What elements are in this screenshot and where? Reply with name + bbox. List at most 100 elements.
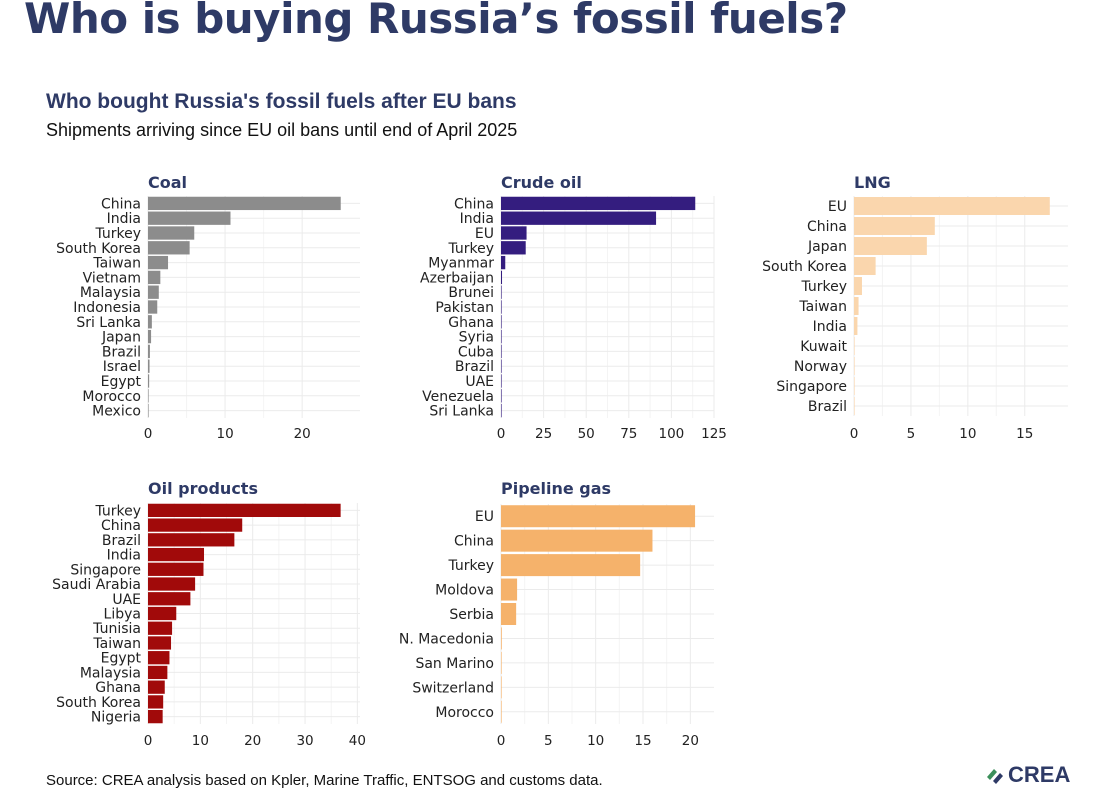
oil-products-bar <box>148 518 243 532</box>
crude-oil-panel: Crude oil ChinaIndiaEUTurkeyMyanmarAzerba… <box>420 173 727 442</box>
coal-category-label: South Korea <box>56 241 141 257</box>
lng-category-label: Taiwan <box>798 299 847 315</box>
pipeline-gas-category-label: N. Macedonia <box>399 631 494 647</box>
lng-bar <box>854 397 855 415</box>
crude-oil-bar <box>501 241 526 255</box>
coal-category-label: Brazil <box>102 344 141 360</box>
pipeline-gas-bar <box>501 627 502 650</box>
oil-products-bar <box>148 503 341 517</box>
pipeline-gas-category-label: Turkey <box>447 558 494 574</box>
crude-oil-bar <box>501 315 502 329</box>
crude-oil-category-label: UAE <box>465 374 494 390</box>
lng-category-label: Brazil <box>808 399 847 415</box>
pipeline-gas-title: Pipeline gas <box>501 479 611 498</box>
crude-oil-tick-label: 100 <box>659 426 685 442</box>
oil-products-bar <box>148 606 177 621</box>
coal-bar <box>148 374 150 388</box>
crude-oil-bar <box>501 255 506 270</box>
pipeline-gas-category-label: Morocco <box>435 705 494 721</box>
coal-category-label: Japan <box>101 330 141 346</box>
crude-oil-bar <box>501 285 502 299</box>
crude-oil-bar <box>501 270 503 285</box>
crude-oil-bar <box>501 389 502 403</box>
oil-products-category-label: Malaysia <box>80 665 141 681</box>
pipeline-gas-category-label: EU <box>475 509 494 525</box>
slide-title: Who is buying Russia’s fossil fuels? <box>24 0 848 43</box>
crude-oil-bar <box>501 226 527 240</box>
lng-category-label: Norway <box>794 359 847 375</box>
oil-products-tick-label: 40 <box>349 733 366 749</box>
pipeline-gas-category-label: San Marino <box>415 656 494 672</box>
crude-oil-category-label: Sri Lanka <box>429 404 494 420</box>
pipeline-gas-panel: Pipeline gas EU China Turkey Moldova Serbia N.… <box>399 479 714 749</box>
crude-oil-category-label: Ghana <box>448 315 494 331</box>
crude-oil-category-label: Brazil <box>455 359 494 375</box>
coal-bar <box>148 344 150 359</box>
oil-products-category-label: UAE <box>112 592 141 608</box>
crea-logo-icon <box>987 769 1003 784</box>
pipeline-gas-bar <box>501 578 518 601</box>
oil-products-category-label: South Korea <box>56 695 141 711</box>
oil-products-tick-label: 20 <box>244 733 261 749</box>
crude-oil-tick-label: 75 <box>620 426 637 442</box>
coal-bar <box>148 300 158 314</box>
oil-products-bar <box>148 695 164 709</box>
coal-bar <box>148 389 149 403</box>
oil-products-tick-label: 0 <box>144 733 153 749</box>
coal-bar <box>148 359 150 373</box>
oil-products-bar <box>148 710 163 724</box>
crude-oil-category-label: China <box>454 196 494 212</box>
lng-category-label: Turkey <box>800 279 847 295</box>
pipeline-gas-bar <box>501 676 502 699</box>
coal-bar <box>148 270 161 285</box>
crude-oil-bar <box>501 211 657 225</box>
lng-tick-label: 5 <box>907 426 916 442</box>
crude-oil-category-label: Azerbaijan <box>420 270 494 286</box>
lng-category-label: EU <box>828 199 847 215</box>
crea-logo-text: CREA <box>1008 762 1071 787</box>
oil-products-category-label: Nigeria <box>91 710 141 726</box>
oil-products-category-label: Tunisia <box>92 621 141 637</box>
oil-products-bar <box>148 562 204 576</box>
lng-category-label: India <box>813 319 847 335</box>
coal-bar <box>148 226 195 240</box>
lng-tick-label: 15 <box>1016 426 1033 442</box>
pipeline-gas-tick-label: 10 <box>587 733 604 749</box>
lng-panel: LNG EU China Japan South Korea Turkey Taiwan In… <box>762 173 1068 442</box>
coal-bar <box>148 241 190 255</box>
lng-category-label: Japan <box>807 239 847 255</box>
lng-tick-label: 0 <box>850 426 859 442</box>
crude-oil-category-label: Syria <box>459 330 494 346</box>
pipeline-gas-tick-label: 15 <box>634 733 651 749</box>
oil-products-bar <box>148 577 196 591</box>
coal-bar <box>148 329 152 344</box>
crude-oil-tick-label: 50 <box>578 426 595 442</box>
pipeline-gas-bar <box>501 603 517 625</box>
crude-oil-tick-label: 125 <box>701 426 727 442</box>
crude-oil-bar <box>501 344 502 359</box>
crude-oil-bar <box>501 359 502 373</box>
oil-products-category-label: Ghana <box>95 680 141 696</box>
lng-category-label: China <box>807 219 847 235</box>
coal-tick-label: 0 <box>144 426 153 442</box>
lng-bar <box>854 257 876 275</box>
oil-products-bar <box>148 680 165 694</box>
lng-category-label: Kuwait <box>800 339 847 355</box>
lng-bar <box>854 277 862 295</box>
coal-category-label: Mexico <box>92 404 141 420</box>
pipeline-gas-category-label: Switzerland <box>412 680 494 696</box>
crude-oil-bar <box>501 374 502 388</box>
crude-oil-category-label: India <box>460 211 494 227</box>
chart-subtitle: Shipments arriving since EU oil bans unt… <box>46 120 518 140</box>
lng-bar <box>854 217 935 235</box>
oil-products-category-label: China <box>101 518 141 534</box>
pipeline-gas-category-label: Moldova <box>435 583 494 599</box>
oil-products-category-label: Brazil <box>102 533 141 549</box>
crude-oil-category-label: Cuba <box>458 344 494 360</box>
coal-bar <box>148 403 149 418</box>
pipeline-gas-tick-label: 5 <box>544 733 553 749</box>
coal-bar <box>148 196 341 211</box>
oil-products-bar <box>148 665 168 680</box>
lng-bar <box>854 317 858 335</box>
